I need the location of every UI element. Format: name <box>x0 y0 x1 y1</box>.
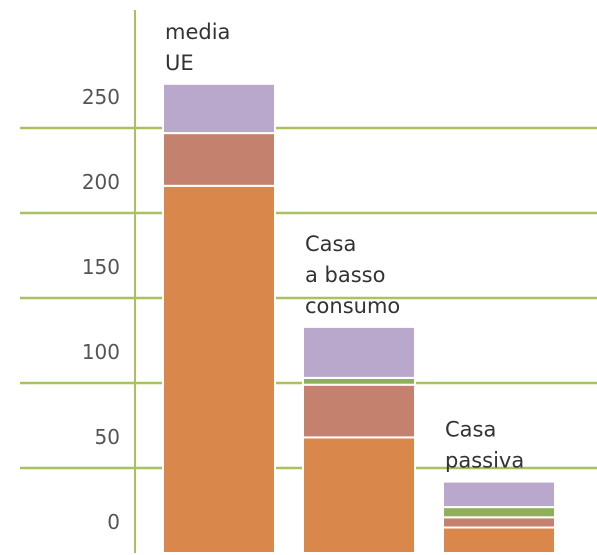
bar-segment <box>302 383 416 439</box>
category-label-line: a basso <box>305 263 385 287</box>
category-label-line: UE <box>165 51 194 75</box>
category-label: Casa passiva <box>445 418 524 473</box>
bar-segment <box>302 376 416 386</box>
category-label-line: Casa <box>445 418 496 442</box>
bar-segment <box>442 480 556 509</box>
category-label-line: passiva <box>445 449 524 473</box>
bar-segment <box>162 184 276 555</box>
category-label-line: media <box>165 20 230 44</box>
bar-segment <box>302 436 416 554</box>
category-label-line: consumo <box>305 294 400 318</box>
category-label: Casa a basso consumo <box>305 232 400 318</box>
bar-segment <box>162 82 276 135</box>
y-tick-label: 250 <box>82 85 120 109</box>
y-tick-label: 100 <box>82 340 120 364</box>
bar-segment <box>442 516 556 529</box>
bar-segment <box>162 132 276 187</box>
category-label: media UE <box>165 20 230 75</box>
y-tick-label: 50 <box>95 425 120 449</box>
category-label-line: Casa <box>305 232 356 256</box>
bar-segment <box>442 506 556 519</box>
y-tick-label: 0 <box>107 510 120 534</box>
y-tick-label: 150 <box>82 255 120 279</box>
bar-segment <box>442 526 556 554</box>
bar-segment <box>302 325 416 379</box>
y-tick-label: 200 <box>82 170 120 194</box>
